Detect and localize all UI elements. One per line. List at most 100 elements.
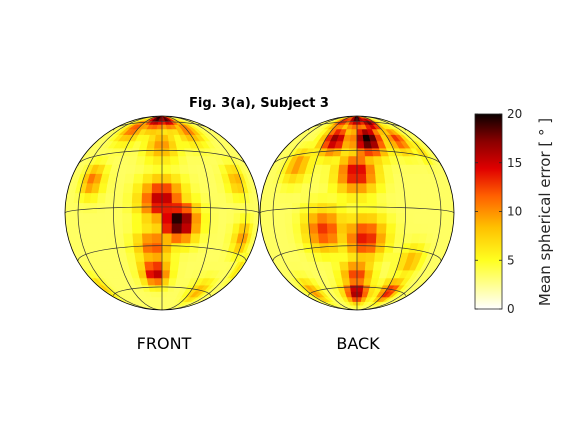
front-heat-cell (151, 202, 163, 214)
front-heat-cell (209, 222, 220, 234)
front-heat-cell (133, 242, 144, 253)
front-heat-cell (146, 277, 156, 286)
back-heat-cell (338, 252, 349, 262)
front-heat-cell (170, 173, 182, 184)
front-heat-cell (123, 182, 134, 194)
front-heat-cell (156, 124, 163, 130)
front-heat-cell (144, 155, 155, 165)
front-heat-cell (141, 192, 153, 204)
front-heat-cell (114, 232, 125, 244)
front-heat-cell (144, 261, 155, 271)
back-heat-cell (272, 202, 280, 214)
back-heat-cell (292, 222, 302, 234)
front-heat-cell (151, 232, 163, 244)
front-heat-cell (181, 212, 193, 224)
front-heat-cell (132, 182, 144, 194)
back-heat-cell (349, 277, 358, 286)
back-heat-cell (394, 232, 405, 244)
back-heat-cell (347, 164, 358, 174)
back-heat-cell (386, 192, 397, 204)
front-heat-cell (152, 252, 163, 262)
front-heat-cell (122, 222, 133, 234)
back-heat-cell (394, 182, 405, 194)
front-heat-cell (151, 182, 163, 194)
back-heat-cell (366, 182, 378, 194)
back-heat-cell (318, 182, 329, 194)
back-heat-cell (346, 212, 358, 224)
front-heat-cell (142, 242, 154, 253)
back-heat-cell (413, 212, 423, 224)
front-heat-cell (191, 212, 202, 224)
front-heat-cell (97, 222, 107, 234)
back-heat-cell (319, 242, 330, 253)
front-heat-cell (77, 212, 85, 224)
front-heat-cell (124, 173, 135, 184)
front-grid (65, 116, 259, 310)
back-heat-cell (356, 134, 365, 142)
back-heat-cell (350, 291, 358, 298)
front-heat-cell (134, 252, 145, 262)
back-heat-cell (317, 222, 328, 234)
back-grid (260, 116, 454, 310)
front-heat-cell (153, 147, 163, 157)
front-heat-cell (152, 242, 163, 253)
front-parallel-line (113, 121, 211, 131)
back-heat-cell (347, 261, 358, 271)
back-heat-cell (395, 212, 406, 224)
colorbar-tick-label: 15 (507, 156, 522, 170)
front-heat-cell (113, 212, 124, 224)
back-heat-cell (395, 192, 406, 204)
front-heat-cell (191, 222, 202, 234)
back-heat-cell (291, 212, 301, 224)
back-heatmap (260, 116, 454, 310)
back-heat-cell (366, 202, 378, 214)
front-heat-cell (180, 232, 192, 244)
back-heat-cell (364, 261, 375, 271)
back-parallel-line (272, 149, 442, 166)
colorbar-tick-label: 5 (507, 253, 515, 267)
back-heat-cell (326, 222, 338, 234)
front-heat-cell (123, 232, 134, 244)
front-heat-cell (233, 212, 241, 224)
front-heat-cell (233, 202, 241, 214)
back-heat-cell (268, 202, 274, 214)
back-heat-cell (356, 242, 367, 253)
front-heat-cell (218, 212, 228, 224)
front-heat-cell (161, 155, 172, 165)
front-heat-cell (199, 232, 210, 244)
back-heat-cell (356, 173, 367, 184)
back-heat-cell (341, 140, 351, 149)
back-heat-cell (329, 252, 340, 262)
front-heat-cell (157, 120, 163, 125)
back-heat-cell (366, 232, 378, 244)
front-heat-cell (180, 242, 191, 253)
back-heat-cell (330, 261, 342, 271)
back-heat-cell (326, 202, 338, 214)
back-heat-cell (386, 202, 397, 214)
back-heat-cell (352, 120, 358, 125)
back-heat-cell (356, 192, 368, 204)
front-heat-cell (161, 192, 173, 204)
front-heat-cell (170, 252, 181, 262)
back-heat-cell (365, 173, 377, 184)
front-heat-cell (89, 222, 99, 234)
front-heat-cell (200, 192, 211, 204)
front-heat-cell (161, 222, 173, 234)
back-meridian-line (308, 116, 358, 310)
front-heat-cell (134, 164, 145, 174)
back-heat-cell (329, 164, 340, 174)
back-heat-cell (375, 173, 386, 184)
back-heat-cell (349, 284, 358, 292)
front-heat-cell (145, 147, 155, 157)
back-heat-cell (317, 212, 328, 224)
front-parallel-line (77, 245, 247, 261)
back-heat-cell (299, 222, 310, 234)
front-heat-cell (104, 222, 115, 234)
front-heat-cell (125, 164, 137, 174)
front-heat-cell (161, 284, 170, 292)
back-heat-cell (268, 212, 274, 224)
back-heat-cell (309, 182, 320, 194)
back-heat-cell (278, 202, 286, 214)
back-heat-cell (347, 173, 358, 184)
